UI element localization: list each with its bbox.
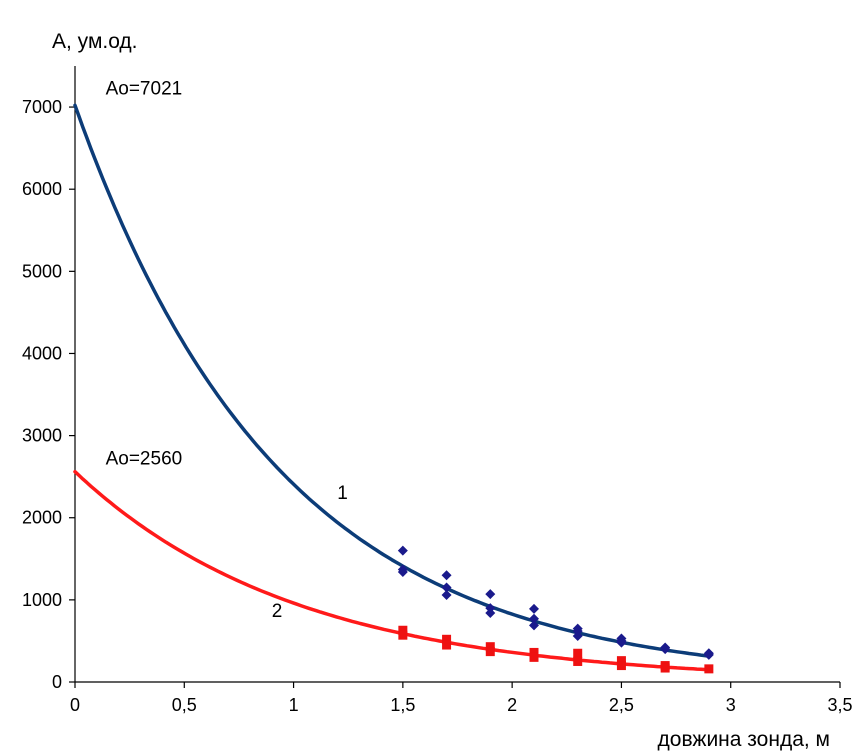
annotations: Ao=7021 Ao=2560 1 2 bbox=[106, 79, 348, 622]
series-2-point bbox=[704, 664, 714, 674]
y-tick-label: 2000 bbox=[22, 508, 62, 528]
series-2-point bbox=[442, 640, 452, 650]
series-1-fit-line bbox=[73, 103, 711, 658]
series-2-point bbox=[485, 642, 495, 652]
y-tick-label: 6000 bbox=[22, 179, 62, 199]
series-2-point bbox=[398, 625, 408, 635]
series-2-point bbox=[573, 656, 583, 666]
series-2-point bbox=[573, 648, 583, 658]
x-tick-label: 1 bbox=[289, 695, 299, 715]
x-tick-label: 2,5 bbox=[609, 695, 634, 715]
y-tick-label: 7000 bbox=[22, 97, 62, 117]
series-2-point bbox=[398, 630, 408, 640]
annotation: 2 bbox=[272, 601, 283, 622]
series-2-point bbox=[616, 661, 626, 671]
annotation: Ao=7021 bbox=[106, 79, 183, 100]
annotation: Ao=2560 bbox=[106, 448, 183, 469]
series-1-point bbox=[441, 570, 452, 581]
series-1-point bbox=[397, 566, 408, 577]
series-1-point bbox=[703, 649, 714, 660]
series-1-point bbox=[616, 637, 627, 648]
series-1-point bbox=[529, 603, 539, 614]
series-2-point bbox=[529, 647, 539, 657]
series-1-point bbox=[441, 589, 452, 600]
markers bbox=[397, 545, 714, 674]
series-1-point bbox=[572, 631, 583, 642]
y-axis-title: А, ум.од. bbox=[52, 30, 138, 53]
series-1-point bbox=[485, 589, 496, 600]
series-2-fit-line bbox=[73, 469, 711, 672]
x-tick-label: 0 bbox=[70, 695, 80, 715]
y-tick-label: 4000 bbox=[22, 343, 62, 363]
y-tick-label: 5000 bbox=[22, 261, 62, 281]
series-2-point bbox=[616, 656, 626, 666]
series-2-point bbox=[485, 647, 495, 657]
annotation: 1 bbox=[337, 483, 348, 504]
series-1-point bbox=[485, 608, 496, 619]
series-1-point bbox=[529, 620, 539, 631]
x-tick-label: 3 bbox=[726, 695, 736, 715]
y-ticks: 0 1000 2000 3000 4000 5000 6000 7000 bbox=[22, 97, 75, 692]
x-axis-title: довжина зонда, м bbox=[658, 728, 830, 751]
x-tick-label: 2 bbox=[507, 695, 517, 715]
series-2-point bbox=[442, 634, 452, 644]
series-2-point bbox=[529, 652, 539, 662]
x-ticks: 0 0,5 1 1,5 2 2,5 3 3,5 bbox=[70, 682, 853, 715]
series-1-point bbox=[397, 545, 408, 556]
series-1-point bbox=[529, 613, 539, 624]
y-tick-label: 0 bbox=[52, 672, 62, 692]
x-tick-label: 1,5 bbox=[390, 695, 415, 715]
series-1-point bbox=[660, 644, 671, 655]
y-tick-label: 3000 bbox=[22, 426, 62, 446]
x-tick-label: 0,5 bbox=[172, 695, 197, 715]
curves bbox=[73, 103, 711, 672]
y-tick-label: 1000 bbox=[22, 590, 62, 610]
series-1-point bbox=[441, 582, 452, 593]
x-tick-label: 3,5 bbox=[827, 695, 852, 715]
axes bbox=[74, 66, 840, 683]
series-2-point bbox=[660, 663, 670, 673]
